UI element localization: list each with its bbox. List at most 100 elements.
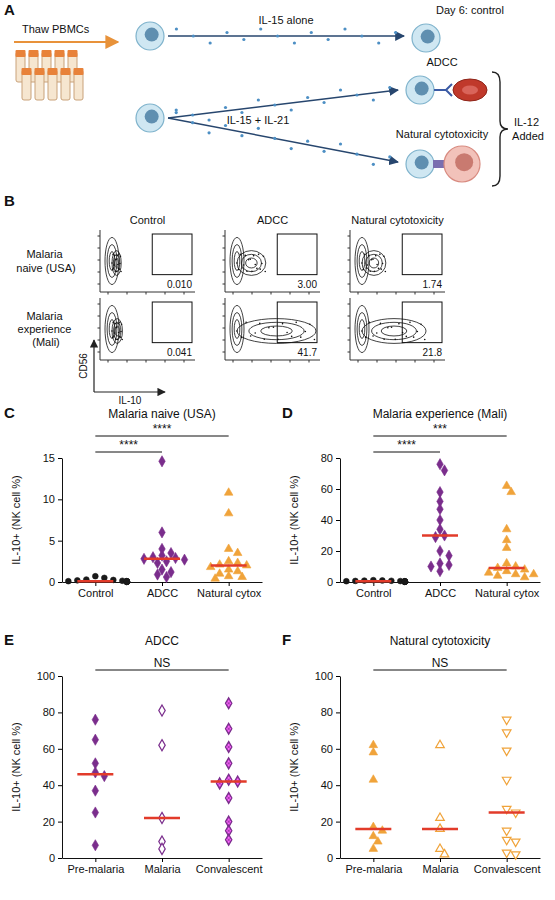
gate-percent: 0.041 — [167, 347, 192, 358]
x-tick-group: Malaria — [422, 858, 459, 875]
data-point — [92, 807, 98, 818]
y-tick-label: 40 — [321, 514, 333, 526]
data-point — [225, 741, 231, 752]
cytokine — [306, 140, 309, 143]
axis-tick — [223, 284, 226, 285]
axis-tick — [223, 316, 226, 317]
data-point — [238, 572, 247, 579]
data-point — [441, 465, 447, 476]
chart-title: Malaria naive (USA) — [108, 407, 215, 421]
tube — [48, 68, 58, 100]
cytokine — [388, 155, 391, 158]
cytokine — [293, 41, 296, 44]
axis-tick — [165, 360, 166, 363]
y-tick-label: 40 — [321, 779, 333, 791]
axis-title: IL-10 — [119, 395, 142, 406]
axis-tick — [396, 292, 397, 295]
data-point — [124, 578, 130, 584]
y-axis-line — [62, 677, 63, 859]
y-tick-label: 60 — [321, 743, 333, 755]
column-head: Natural cytotoxicity — [351, 214, 444, 226]
axis-tick — [377, 292, 378, 295]
y-tick — [336, 749, 340, 750]
significance-label: *** — [433, 422, 447, 436]
data-point — [92, 573, 98, 579]
x-tick — [95, 582, 96, 586]
cytokine — [276, 34, 279, 37]
x-tick — [229, 582, 230, 586]
cytokine — [306, 96, 309, 99]
significance-label: **** — [397, 438, 416, 452]
y-tick-label: 0 — [49, 576, 55, 588]
flow-plot: 0.041 — [98, 298, 196, 363]
y-tick-group: 10 — [43, 493, 62, 505]
y-tick-group: 0 — [327, 852, 340, 864]
data-point — [225, 774, 231, 785]
data-point — [369, 747, 378, 754]
data-point — [502, 481, 511, 488]
gate-percent: 0.010 — [167, 279, 192, 290]
cytokine — [339, 88, 342, 91]
plot-frame — [225, 230, 320, 292]
data-point — [502, 748, 511, 755]
x-tick — [440, 582, 441, 586]
axis-tick — [184, 360, 185, 363]
cytokine — [257, 127, 260, 130]
data-point — [215, 569, 224, 576]
marks — [355, 717, 524, 859]
flow-plot: 3.00 — [223, 230, 321, 295]
y-tick — [58, 676, 62, 677]
axis-tick — [223, 328, 226, 329]
panel-3: FNatural cytotoxicity020406080100Pre-mal… — [282, 631, 541, 875]
axis-tick — [252, 360, 253, 363]
y-tick-group: 40 — [321, 514, 340, 526]
x-tick-group: Natural cytox — [475, 582, 540, 599]
axis-tick — [358, 360, 359, 363]
data-point — [502, 730, 511, 737]
plot-frame — [100, 298, 195, 360]
data-point — [101, 575, 107, 581]
data-point — [224, 556, 233, 563]
data-point — [124, 579, 130, 585]
cytokine — [343, 27, 346, 30]
data-point — [511, 569, 520, 576]
data-point — [493, 571, 502, 578]
median-line — [211, 780, 247, 783]
axis-tick — [290, 360, 291, 363]
data-point — [436, 813, 445, 820]
step-label: Thaw PBMCs — [22, 23, 90, 35]
data-point — [511, 839, 520, 846]
row-label: Malaria experience (Mali) — [18, 310, 75, 348]
flow-plot: 41.7 — [223, 298, 321, 363]
x-tick-group: Convalescent — [196, 858, 263, 875]
data-point — [92, 714, 98, 725]
cytokine — [290, 108, 293, 111]
axis-tick — [146, 360, 147, 363]
event-contours — [105, 305, 123, 352]
y-tick — [336, 785, 340, 786]
data-point — [529, 569, 538, 576]
axis-tick — [358, 292, 359, 295]
x-axis: Pre-malariaMalariaConvalescent — [341, 858, 541, 875]
y-axis-line — [340, 459, 341, 583]
gate — [277, 234, 317, 275]
data-point — [369, 775, 378, 782]
column-head: ADCC — [257, 214, 288, 226]
x-tick — [162, 858, 163, 862]
cell — [406, 76, 434, 104]
x-tick — [440, 858, 441, 862]
event-contours — [230, 237, 266, 284]
axis-title: IL-10+ (NK cell %) — [288, 722, 300, 812]
data-point — [402, 579, 408, 585]
data-point — [159, 456, 165, 467]
data-point — [502, 777, 511, 784]
y-tick-group: 40 — [321, 779, 340, 791]
gate — [277, 302, 317, 343]
step-label: IL-15 alone — [258, 14, 313, 26]
axis-title: CD56 — [78, 353, 89, 379]
x-tick-group: Pre-malaria — [67, 858, 125, 875]
x-tick-label: Malaria — [422, 863, 459, 875]
data-point — [436, 844, 445, 851]
axis-tick — [348, 236, 351, 237]
event-contours — [105, 237, 122, 284]
